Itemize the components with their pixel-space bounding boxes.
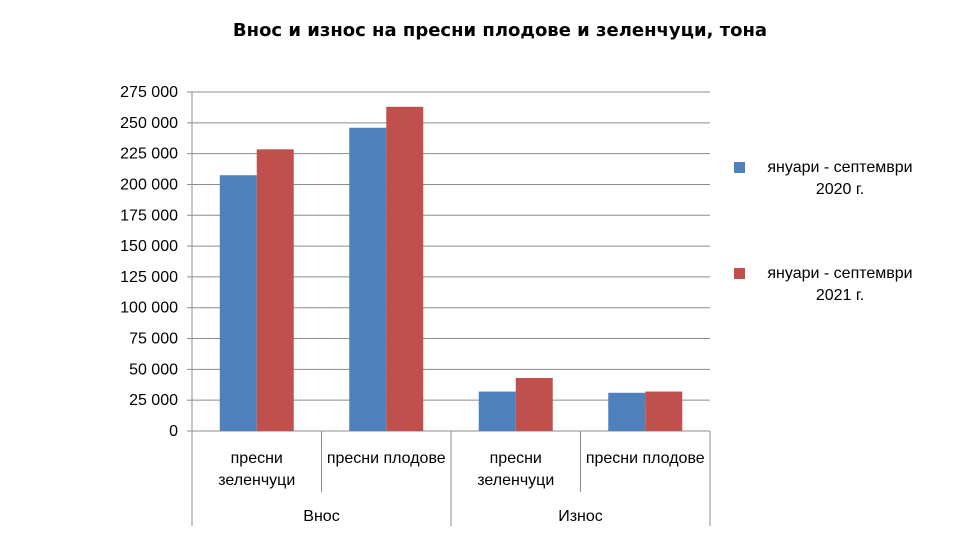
y-tick-label: 50 000 [129,361,178,378]
legend-swatch-2020 [734,162,745,173]
legend-label-2020: януари - септември 2020 г. [750,157,930,201]
category-label: пресни [490,450,542,467]
legend-label-2021: януари - септември 2021 г. [750,263,930,307]
category-label: пресни плодове [586,450,705,467]
y-tick-label: 150 000 [120,238,178,255]
category-label: зеленчуци [218,472,295,489]
legend-label-2021-line2: 2021 г. [815,287,865,304]
bar [349,127,387,432]
category-label: зеленчуци [477,472,554,489]
y-tick-label: 125 000 [120,269,178,286]
bar [515,377,553,431]
y-tick-label: 75 000 [129,331,178,348]
group-label: Внос [303,508,339,525]
category-label: пресни [231,450,283,467]
bar [645,391,683,431]
chart-title: Внос и износ на пресни плодове и зеленчу… [232,20,768,41]
bar [219,175,257,431]
y-tick-label: 25 000 [129,392,178,409]
bar [608,392,646,431]
bar [386,106,424,431]
bar [478,391,516,431]
y-tick-label: 275 000 [120,84,178,101]
y-tick-label: 0 [169,423,178,440]
legend-label-2020-line2: 2020 г. [815,181,865,198]
y-tick-label: 175 000 [120,207,178,224]
y-tick-label: 100 000 [120,300,178,317]
group-label: Износ [558,508,603,525]
category-label: пресни плодове [327,450,446,467]
y-tick-label: 200 000 [120,176,178,193]
legend-swatch-2021 [734,268,745,279]
y-tick-label: 225 000 [120,146,178,163]
legend-label-2020-line1: януари - септември [767,159,913,176]
bar [256,149,294,431]
y-tick-label: 250 000 [120,115,178,132]
legend-label-2021-line1: януари - септември [767,265,913,282]
